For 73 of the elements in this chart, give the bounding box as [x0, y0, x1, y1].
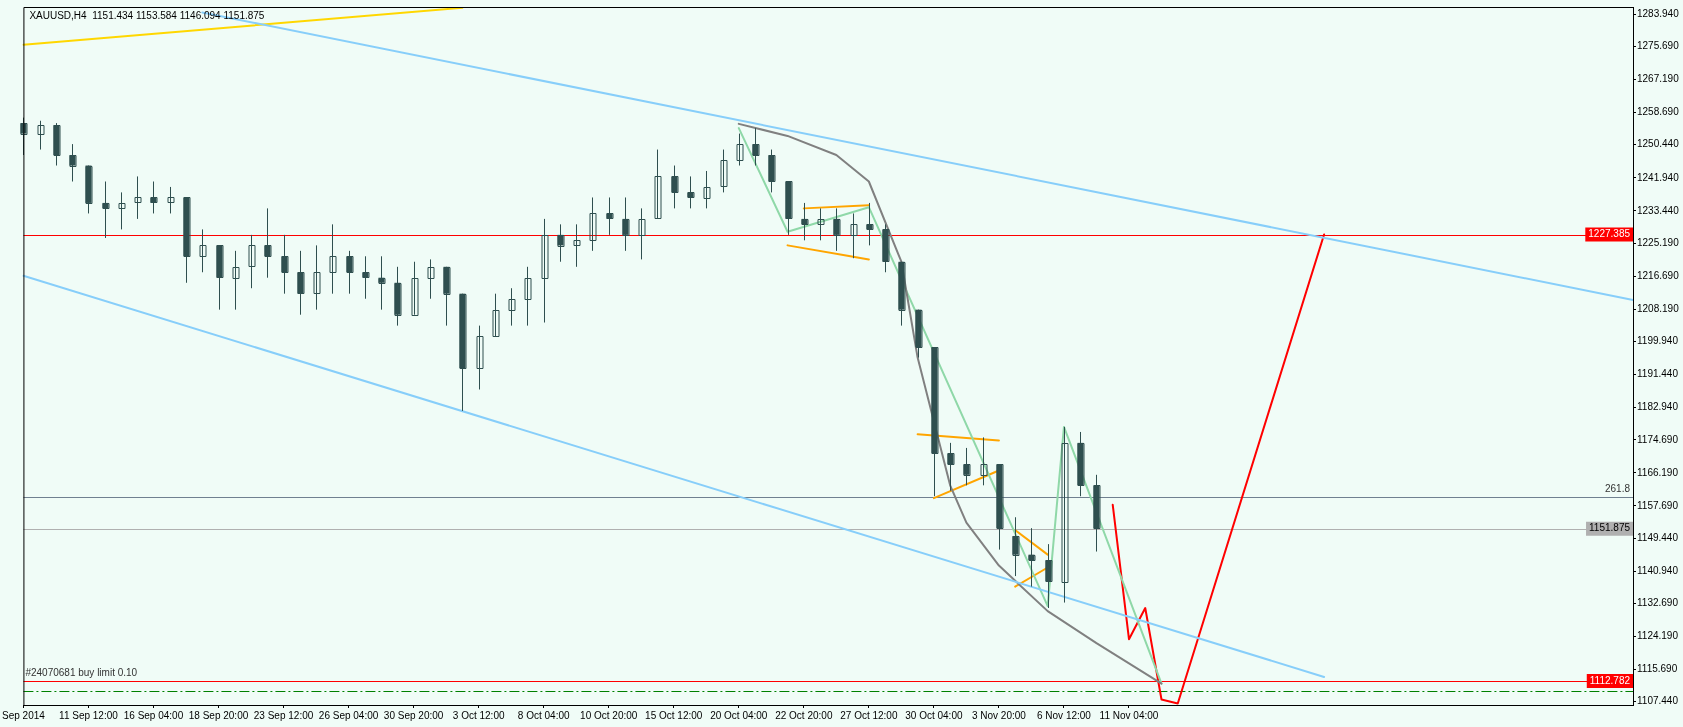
y-tick-label: 1199.940 [1637, 335, 1679, 347]
y-tick-label: 1191.440 [1637, 368, 1679, 380]
x-tick-label: 30 Sep 20:00 [383, 709, 444, 721]
y-tick-label: 1174.690 [1637, 433, 1679, 445]
y-tick-label: 1283.940 [1637, 7, 1680, 19]
chart-title: XAUUSD,H4 1151.434 1153.584 1146.094 1151.875 [29, 9, 265, 21]
y-tick-label: 1208.190 [1637, 303, 1680, 315]
candlestick [118, 191, 126, 230]
candlestick [232, 250, 240, 311]
x-tick-label: 23 Sep 12:00 [253, 709, 314, 721]
candlestick [850, 212, 858, 259]
y-tick-label: 1132.690 [1637, 597, 1679, 609]
candlestick [476, 325, 484, 390]
x-tick-label: 3 Oct 12:00 [452, 709, 505, 721]
x-tick-label: Sep 2014 [1, 709, 46, 721]
candlestick [589, 196, 597, 252]
y-tick-label: 1149.440 [1637, 531, 1679, 543]
candlestick [573, 223, 581, 268]
candlestick [638, 207, 646, 260]
x-tick-label: 26 Sep 04:00 [318, 709, 379, 721]
y-tick-label: 1166.190 [1637, 466, 1679, 478]
y-tick-label: 1225.190 [1637, 236, 1680, 248]
x-tick-label: 8 Oct 04:00 [517, 709, 570, 721]
y-tick-label: 1275.690 [1637, 40, 1680, 52]
candlestick [199, 228, 207, 273]
x-tick-label: 11 Nov 04:00 [1099, 709, 1159, 721]
y-tick-label: 1267.190 [1637, 73, 1680, 85]
candlestick [492, 293, 500, 337]
y-tick-label: 1241.940 [1637, 171, 1680, 183]
y-tick-label: 1233.440 [1637, 204, 1680, 216]
y-tick-label: 1124.190 [1637, 630, 1679, 642]
candlestick [313, 244, 321, 311]
x-tick-label: 10 Oct 20:00 [580, 709, 638, 721]
y-tick-label: 1216.690 [1637, 269, 1680, 281]
y-tick-label: 1115.690 [1637, 663, 1678, 675]
x-tick-label: 20 Oct 04:00 [710, 709, 768, 721]
candlestick [508, 287, 516, 327]
x-tick-label: 27 Oct 12:00 [840, 709, 898, 721]
x-tick-label: 16 Sep 04:00 [123, 709, 184, 721]
candlestick [541, 218, 549, 323]
ref-line-label: 1112.782 [1589, 674, 1631, 686]
candlestick [167, 186, 175, 214]
candlestick [720, 149, 728, 193]
candlestick [134, 175, 142, 220]
candlestick [1061, 426, 1069, 604]
x-tick-label: 22 Oct 20:00 [775, 709, 833, 721]
x-tick-label: 3 Nov 20:00 [971, 709, 1027, 721]
candlestick [37, 120, 45, 151]
candlestick [817, 207, 825, 241]
y-tick-label: 1157.690 [1637, 499, 1679, 511]
ref-line-label: 1227.385 [1588, 228, 1631, 240]
candlestick [736, 133, 744, 167]
candlestick [980, 436, 988, 486]
y-tick-label: 1140.940 [1637, 564, 1679, 576]
y-tick-label: 1182.940 [1637, 401, 1679, 413]
y-tick-label: 1107.440 [1637, 695, 1679, 707]
y-tick-label: 1250.440 [1637, 138, 1680, 150]
candlestick [248, 234, 256, 289]
candlestick [329, 223, 337, 295]
annotation: #24070681 buy limit 0.10 [25, 666, 138, 678]
x-tick-label: 30 Oct 04:00 [905, 709, 963, 721]
candlestick [654, 149, 662, 220]
x-tick-label: 11 Sep 12:00 [59, 709, 119, 721]
y-tick-label: 1258.690 [1637, 106, 1680, 118]
candlestick [411, 261, 419, 316]
annotation: 261.8 [1604, 482, 1631, 494]
ref-line-label: 1151.875 [1589, 522, 1631, 534]
x-tick-label: 18 Sep 20:00 [188, 709, 249, 721]
candlestick [427, 258, 435, 300]
x-tick-label: 15 Oct 12:00 [645, 709, 703, 721]
candlestick [703, 170, 711, 209]
x-tick-label: 6 Nov 12:00 [1036, 709, 1092, 721]
candlestick [524, 266, 532, 327]
